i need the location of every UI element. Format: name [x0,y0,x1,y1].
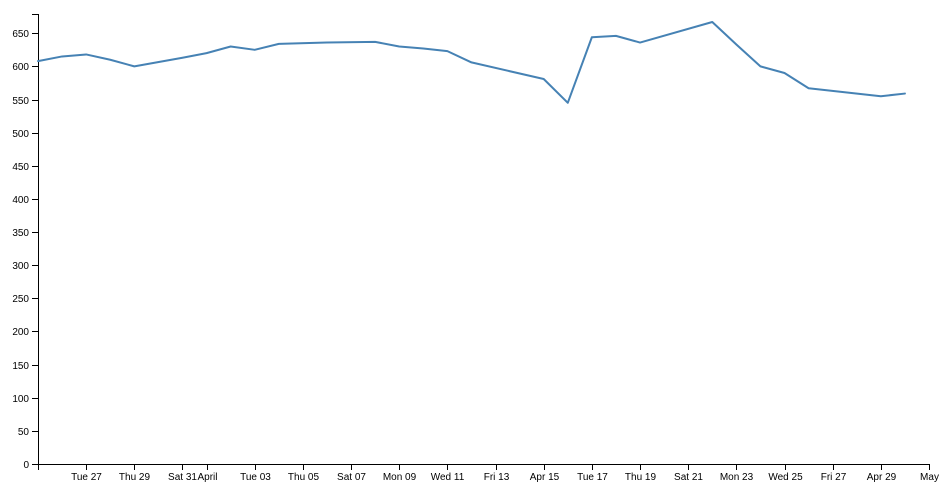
data-point [278,43,280,45]
data-point [735,44,737,46]
x-tick-label: Wed 11 [431,472,465,483]
y-tick-label: 550 [12,96,29,107]
x-tick-label: Apr 15 [530,472,560,483]
data-point [759,65,761,67]
data-point [615,35,617,37]
data-point [374,41,376,43]
x-tick-label: Tue 17 [577,472,608,483]
x-tick-label: Thu 19 [625,472,657,483]
x-tick-label: Tue 27 [71,472,102,483]
x-tick-label: Apr 29 [867,472,897,483]
data-point [230,46,232,48]
y-tick-label: 0 [23,460,29,471]
x-tick-label: Sat 31 [168,472,197,483]
y-tick-label: 200 [12,327,29,338]
data-point [639,42,641,44]
data-point [133,65,135,67]
y-tick-label: 250 [12,294,29,305]
y-tick-label: 100 [12,394,29,405]
data-point [37,60,39,62]
x-tick-label: Fri 13 [484,472,510,483]
plot-area [37,20,906,104]
x-tick-label: Sat 21 [674,472,703,483]
data-point [808,87,810,89]
data-point [109,59,111,61]
x-tick-label: Mon 23 [720,472,754,483]
data-point [61,55,63,57]
x-tick-label: Sat 07 [337,472,366,483]
data-point [784,72,786,74]
y-tick-label: 600 [12,62,29,73]
data-point [543,78,545,80]
y-tick-label: 650 [12,29,29,40]
data-point [904,93,906,95]
x-tick-label: Mon 09 [383,472,417,483]
data-point [446,50,448,52]
x-tick-label: Thu 05 [288,472,320,483]
y-tick-label: 300 [12,261,29,272]
data-point [398,46,400,48]
data-point [326,42,328,44]
x-tick-label: April [197,472,217,483]
data-point [880,95,882,97]
x-tick-label: Tue 03 [240,472,271,483]
x-tick-label: May [920,472,939,483]
y-tick-label: 50 [18,427,30,438]
data-point [711,21,713,23]
x-tick-label: Wed 25 [768,472,803,483]
y-tick-label: 500 [12,129,29,140]
data-point [470,61,472,63]
series-line [37,20,906,104]
data-point [181,57,183,59]
y-tick-label: 450 [12,162,29,173]
data-point [567,102,569,104]
data-point [85,53,87,55]
data-point [591,36,593,38]
data-point [422,48,424,50]
data-point [206,52,208,54]
y-axis: 0 50 100 150 200 250 300 350 400 450 500 550 600 650 [12,14,39,471]
x-tick-label: Thu 29 [119,472,151,483]
data-point [254,49,256,51]
y-tick-label: 400 [12,195,29,206]
x-axis: Tue 27 Thu 29 Sat 31 April Tue 03 Thu 05 Sat 0… [38,464,939,483]
x-tick-label: Fri 27 [821,472,847,483]
y-tick-label: 150 [12,361,29,372]
y-tick-label: 350 [12,228,29,239]
